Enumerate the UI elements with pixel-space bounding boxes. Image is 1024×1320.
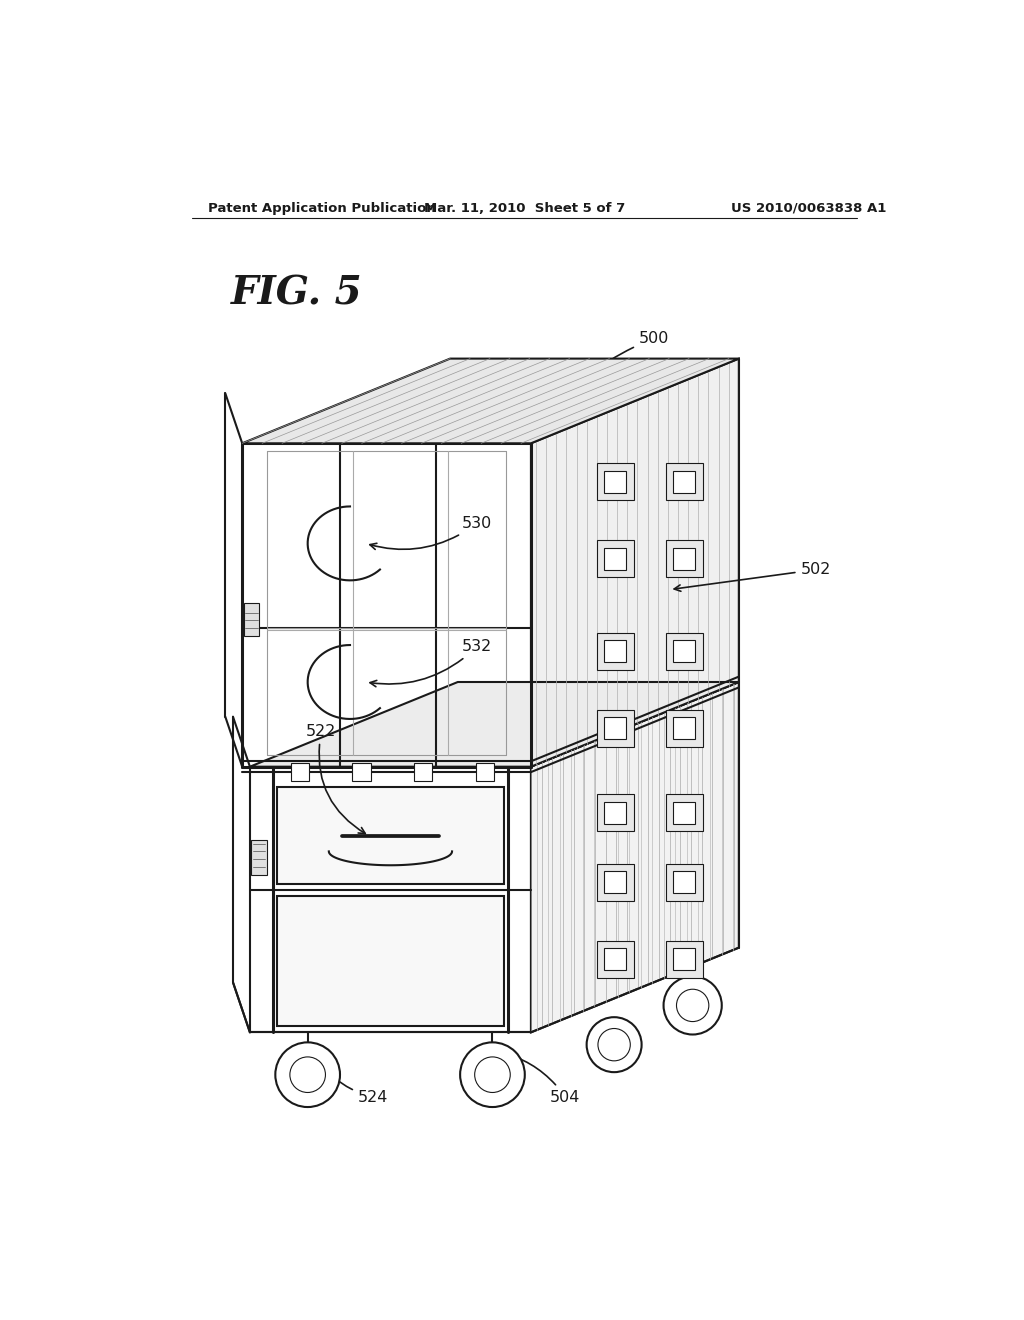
Text: Mar. 11, 2010  Sheet 5 of 7: Mar. 11, 2010 Sheet 5 of 7	[424, 202, 626, 215]
Bar	[666, 795, 702, 832]
Bar	[604, 871, 626, 892]
Circle shape	[664, 977, 722, 1035]
Polygon shape	[531, 359, 739, 767]
Text: FIG. 5: FIG. 5	[230, 275, 362, 312]
Polygon shape	[531, 682, 739, 1032]
Bar	[475, 763, 494, 781]
Bar	[597, 632, 634, 669]
Bar	[674, 640, 695, 663]
Bar	[597, 540, 634, 577]
Bar	[597, 795, 634, 832]
Polygon shape	[250, 767, 531, 1032]
Bar	[597, 710, 634, 747]
Bar	[414, 763, 432, 781]
Bar	[674, 948, 695, 970]
Bar	[597, 941, 634, 978]
Text: 504: 504	[501, 1051, 581, 1105]
Bar	[666, 632, 702, 669]
Bar	[674, 471, 695, 492]
Bar	[674, 718, 695, 739]
Bar	[666, 863, 702, 900]
Bar	[604, 548, 626, 570]
Bar	[666, 710, 702, 747]
Bar	[666, 941, 702, 978]
Circle shape	[460, 1043, 525, 1107]
Bar	[352, 763, 371, 781]
Text: 522: 522	[306, 723, 366, 834]
Bar	[604, 471, 626, 492]
Bar	[666, 540, 702, 577]
Circle shape	[275, 1043, 340, 1107]
Text: 524: 524	[314, 1056, 388, 1105]
Bar	[252, 840, 267, 875]
Bar	[276, 896, 504, 1026]
Bar	[674, 548, 695, 570]
Text: Patent Application Publication: Patent Application Publication	[208, 202, 435, 215]
Text: 530: 530	[370, 516, 492, 549]
Bar	[604, 803, 626, 824]
Polygon shape	[250, 682, 739, 767]
Bar	[244, 603, 259, 636]
Bar	[604, 948, 626, 970]
Bar	[291, 763, 309, 781]
Bar	[276, 788, 504, 884]
Polygon shape	[243, 359, 739, 444]
Bar	[604, 640, 626, 663]
Circle shape	[587, 1018, 642, 1072]
Text: 500: 500	[549, 331, 669, 417]
Bar	[666, 463, 702, 500]
Text: US 2010/0063838 A1: US 2010/0063838 A1	[731, 202, 887, 215]
Text: 532: 532	[370, 639, 492, 686]
Bar	[597, 863, 634, 900]
Bar	[604, 718, 626, 739]
Bar	[674, 871, 695, 892]
Text: 502: 502	[674, 562, 830, 591]
Bar	[597, 463, 634, 500]
Bar	[674, 803, 695, 824]
